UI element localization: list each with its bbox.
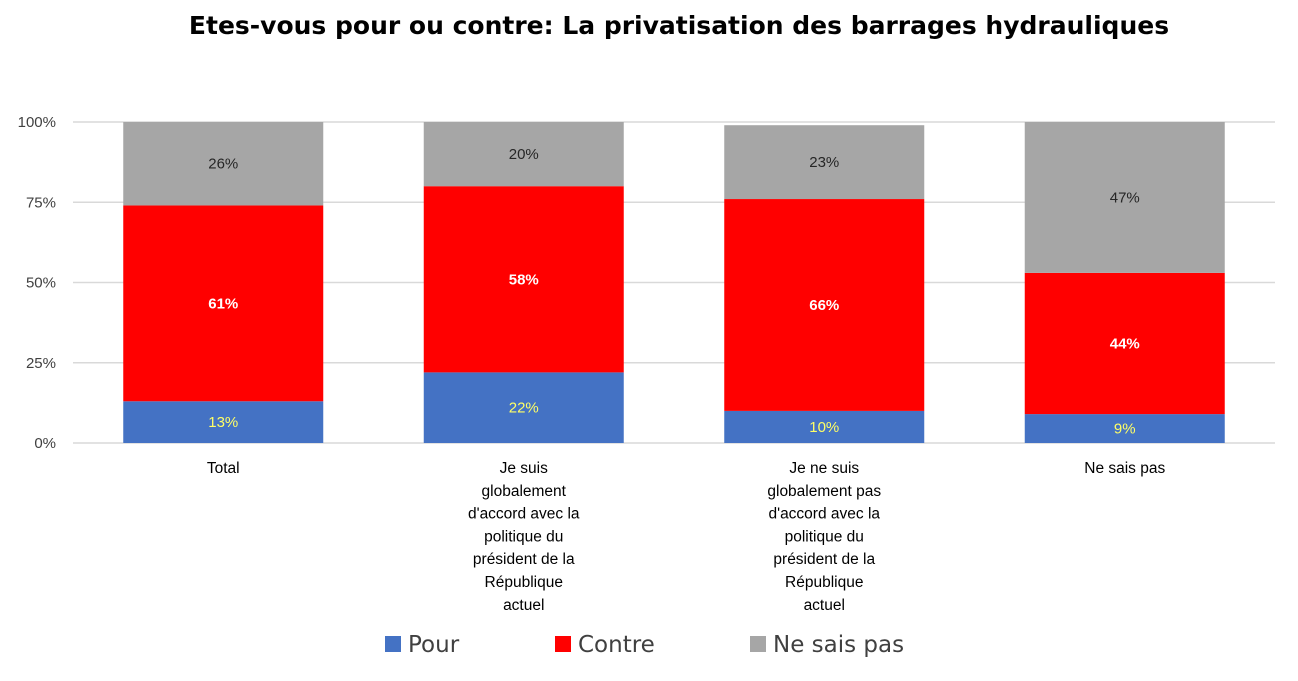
data-label: 10% [809, 419, 839, 436]
legend: Pour Contre Ne sais pas [385, 632, 904, 658]
legend-label: Ne sais pas [773, 632, 904, 658]
legend-label: Contre [578, 632, 655, 658]
chart-title: Etes-vous pour ou contre: La privatisati… [189, 11, 1169, 40]
bar-segment [724, 125, 925, 200]
data-label: 44% [1110, 335, 1140, 352]
category-labels: Total Je suis globalement d'accord avec la p… [207, 460, 1166, 614]
legend-label: Pour [408, 632, 460, 658]
bar-segment [423, 122, 624, 187]
y-tick-label: 0% [34, 435, 56, 452]
data-label: 9% [1114, 421, 1136, 438]
data-label: 23% [809, 154, 839, 171]
data-label: 13% [208, 414, 238, 431]
bar-segment [724, 410, 925, 443]
legend-swatch [750, 636, 766, 652]
bar-segment [123, 401, 324, 443]
bar-segment [423, 186, 624, 373]
category-label: Total [207, 460, 240, 477]
category-label: Ne sais pas [1084, 460, 1165, 477]
data-label: 61% [208, 295, 238, 312]
data-label: 47% [1110, 189, 1140, 206]
category-label: Je ne suis globalement pas d'accord avec l… [767, 460, 881, 614]
bar-segment [1024, 122, 1225, 273]
data-label: 22% [509, 400, 539, 417]
data-label: 66% [809, 297, 839, 314]
bar-segment [1024, 272, 1225, 415]
bars: 13% 61% 26% 22% 58% 20% 10% 66% 23% 9% 44% 47% [123, 122, 1225, 443]
y-tick-label: 100% [18, 114, 56, 131]
y-tick-label: 50% [26, 275, 56, 292]
legend-swatch [555, 636, 571, 652]
data-label: 26% [208, 156, 238, 173]
bar-segment [724, 199, 925, 411]
y-tick-label: 25% [26, 355, 56, 372]
category-label: Je suis globalement d'accord avec la politi… [468, 460, 580, 614]
bar-segment [423, 372, 624, 443]
legend-swatch [385, 636, 401, 652]
data-label: 58% [509, 271, 539, 288]
bar-segment [123, 122, 324, 206]
bar-segment [123, 205, 324, 402]
data-label: 20% [509, 146, 539, 163]
y-tick-label: 75% [26, 194, 56, 211]
bar-segment [1024, 414, 1225, 443]
